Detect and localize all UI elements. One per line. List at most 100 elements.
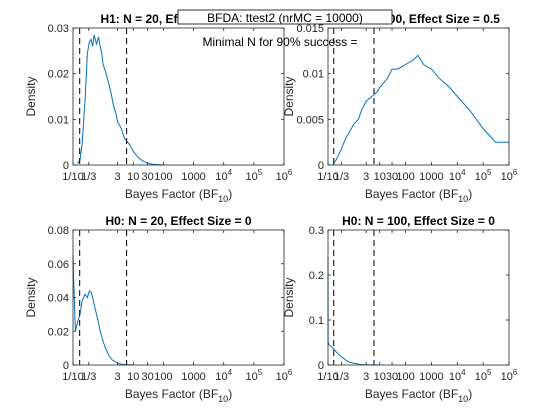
x-tick-label: 106 (276, 168, 293, 183)
x-tick-label: 100 (154, 371, 172, 383)
x-tick-base: 10 (215, 371, 227, 383)
x-tick-label: 30 (142, 371, 154, 383)
x-tick-base: 10 (449, 171, 461, 183)
x-tick-base: 3 (114, 371, 120, 383)
x-tick-exponent: 6 (513, 368, 518, 377)
x-tick-exponent: 6 (513, 168, 518, 177)
x-tick-label: 105 (475, 368, 492, 383)
x-tick-exponent: 4 (461, 368, 466, 377)
x-tick-base: 1/3 (81, 371, 96, 383)
x-tick-label: 1000 (181, 171, 205, 183)
chart-title: H0: N = 20, Effect Size = 0 (105, 214, 251, 228)
x-axis-label: Bayes Factor (BF10) (365, 387, 472, 404)
chart-title: H0: N = 100, Effect Size = 0 (342, 214, 495, 228)
x-tick-base: 1000 (181, 371, 205, 383)
y-axis-label: Density (282, 277, 296, 317)
x-tick-label: 10 (374, 371, 386, 383)
y-tick-label: 0.01 (303, 69, 324, 81)
x-tick-label: 3 (114, 371, 120, 383)
x-axis-label-main: Bayes Factor (BF (125, 387, 218, 401)
y-axis-label: Density (24, 76, 38, 116)
x-tick-base: 10 (374, 371, 386, 383)
y-tick-label: 0.02 (48, 69, 69, 81)
y-axis-label: Density (282, 76, 296, 116)
x-axis-label-end: ) (468, 187, 472, 201)
x-tick-base: 3 (114, 171, 120, 183)
x-tick-label: 3 (114, 171, 120, 183)
y-tick-label: 0.03 (48, 23, 69, 35)
annotation-line-1: BFDA: ttest2 (nrMC = 10000) (207, 11, 363, 25)
x-tick-exponent: 4 (228, 168, 233, 177)
x-tick-base: 3 (363, 371, 369, 383)
y-tick-label: 0.005 (296, 114, 324, 126)
x-tick-base: 100 (396, 171, 414, 183)
x-tick-base: 100 (154, 171, 172, 183)
y-tick-label: 0.02 (48, 326, 69, 338)
x-tick-base: 10 (127, 371, 139, 383)
x-tick-label: 105 (246, 168, 263, 183)
x-tick-exponent: 5 (487, 368, 492, 377)
x-tick-label: 1/3 (334, 171, 349, 183)
x-axis-label: Bayes Factor (BF10) (125, 187, 232, 204)
y-tick-label: 0.04 (48, 293, 69, 305)
x-tick-label: 1/3 (81, 371, 96, 383)
y-tick-label: 0.08 (48, 225, 69, 237)
x-axis-label-subscript: 10 (218, 194, 228, 204)
x-tick-exponent: 6 (288, 168, 293, 177)
x-tick-label: 100 (396, 171, 414, 183)
y-tick-label: 0.1 (309, 315, 324, 327)
x-tick-exponent: 4 (461, 168, 466, 177)
x-tick-base: 1000 (419, 371, 443, 383)
x-tick-label: 1000 (419, 171, 443, 183)
x-tick-base: 10 (127, 171, 139, 183)
x-axis-label: Bayes Factor (BF10) (125, 387, 232, 404)
y-tick-label: 0.06 (48, 259, 69, 271)
x-tick-base: 10 (449, 371, 461, 383)
x-tick-label: 106 (501, 168, 518, 183)
x-tick-label: 100 (396, 371, 414, 383)
y-tick-label: 0.3 (309, 225, 324, 237)
x-tick-base: 1/3 (334, 371, 349, 383)
x-tick-base: 10 (246, 371, 258, 383)
x-tick-label: 104 (215, 168, 232, 183)
x-tick-label: 1000 (419, 371, 443, 383)
x-tick-label: 10 (127, 171, 139, 183)
x-tick-label: 106 (276, 368, 293, 383)
x-tick-label: 104 (449, 368, 466, 383)
x-tick-base: 10 (501, 371, 513, 383)
x-tick-base: 10 (215, 171, 227, 183)
x-tick-exponent: 5 (258, 368, 263, 377)
x-tick-label: 1000 (181, 371, 205, 383)
x-axis-label-end: ) (228, 187, 232, 201)
x-axis-label-subscript: 10 (458, 394, 468, 404)
chart-panel-4: 00.10.20.31/101/3 3 10 30100 1000 104 105 106Ba… (282, 214, 518, 404)
y-tick-label: 0.01 (48, 114, 69, 126)
x-tick-base: 30 (142, 371, 154, 383)
y-axis-label: Density (24, 277, 38, 317)
x-tick-base: 10 (374, 171, 386, 183)
x-axis-label-subscript: 10 (218, 394, 228, 404)
x-tick-label: 1/3 (334, 371, 349, 383)
x-axis-label: Bayes Factor (BF10) (365, 187, 472, 204)
chart-panel-3: 00.020.040.060.081/101/3 3 10 30 100 1000 104 1… (24, 214, 293, 404)
x-tick-label: 104 (449, 168, 466, 183)
x-tick-base: 10 (246, 171, 258, 183)
x-tick-base: 10 (475, 171, 487, 183)
x-tick-base: 1000 (419, 171, 443, 183)
x-tick-base: 3 (363, 171, 369, 183)
x-tick-base: 10 (276, 371, 288, 383)
x-tick-base: 10 (276, 171, 288, 183)
x-tick-label: 104 (215, 368, 232, 383)
annotation-line-2: Minimal N for 90% success = (202, 35, 357, 49)
x-tick-label: 105 (246, 368, 263, 383)
x-axis-label-main: Bayes Factor (BF (365, 187, 458, 201)
x-tick-exponent: 5 (487, 168, 492, 177)
x-tick-exponent: 6 (288, 368, 293, 377)
x-tick-base: 1/3 (334, 171, 349, 183)
x-axis-label-end: ) (468, 387, 472, 401)
x-axis-label-main: Bayes Factor (BF (365, 387, 458, 401)
plot-area (328, 230, 509, 365)
x-tick-label: 30 (142, 171, 154, 183)
x-tick-label: 1/3 (81, 171, 96, 183)
